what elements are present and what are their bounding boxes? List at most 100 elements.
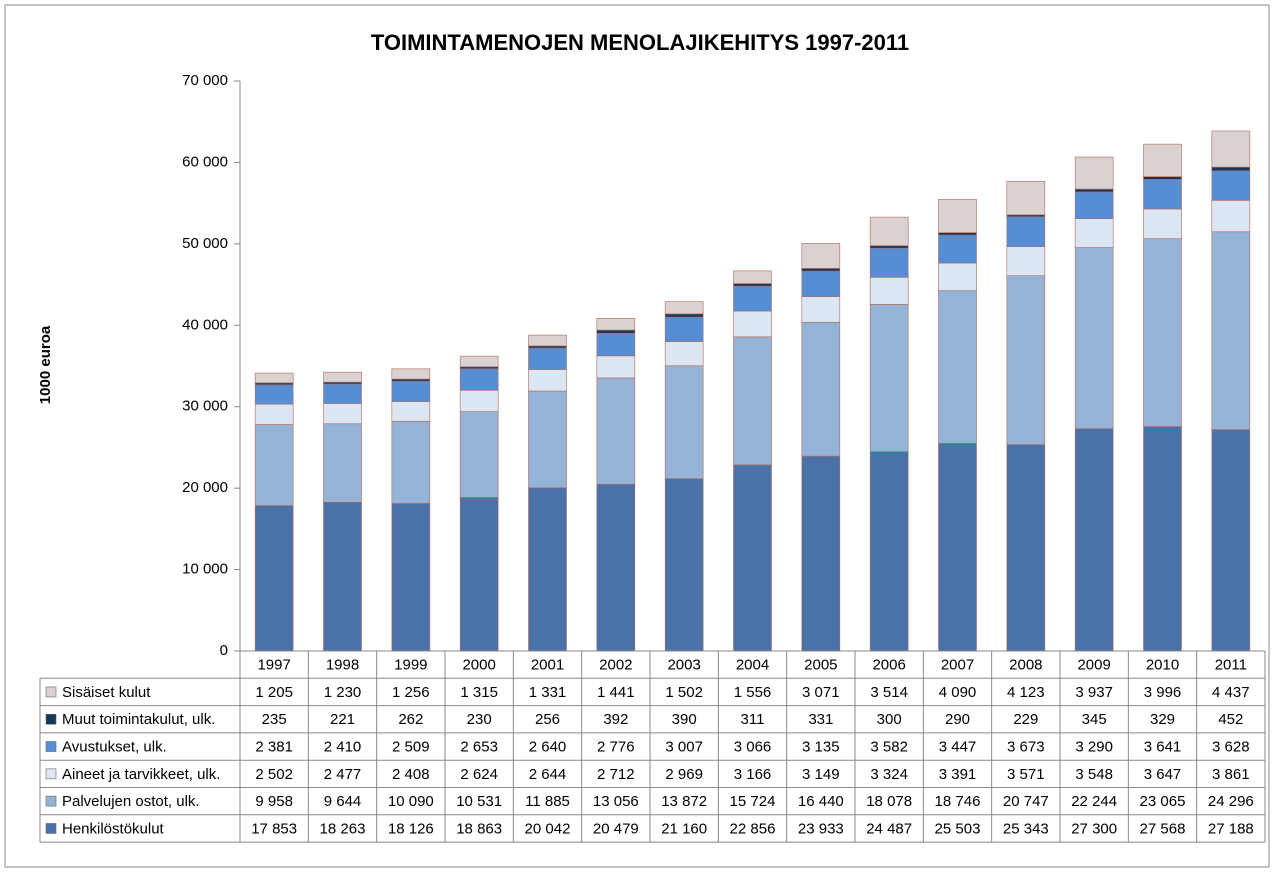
- table-value: 390: [672, 711, 697, 728]
- bar-segment: [733, 283, 772, 287]
- bar-segment: [528, 369, 567, 392]
- bar-segment: [869, 216, 909, 247]
- bar-segment: [1211, 429, 1251, 652]
- table-value: 9 958: [255, 793, 293, 810]
- table-value: 2 640: [529, 739, 567, 756]
- bar-segment: [664, 478, 704, 652]
- table-value: 3 571: [1007, 766, 1045, 783]
- table-value: 18 263: [320, 820, 366, 837]
- x-tick-label: 2001: [531, 657, 564, 674]
- bar-segment: [528, 347, 567, 370]
- legend-label: Muut toimintakulut, ulk.: [62, 711, 215, 728]
- table-value: 4 437: [1212, 684, 1250, 701]
- bar-segment: [1006, 246, 1046, 276]
- bar-segment: [869, 247, 909, 278]
- x-tick-label: 2000: [462, 657, 495, 674]
- x-tick-label: 2011: [1215, 657, 1247, 674]
- table-value: 3 007: [665, 739, 703, 756]
- bar-segment: [1006, 180, 1046, 216]
- table-value: 1 556: [734, 684, 772, 701]
- bar-segment: [528, 334, 567, 347]
- bar-segment: [1006, 275, 1046, 445]
- bar-segment: [459, 355, 499, 368]
- bar-segment: [459, 389, 499, 412]
- table-value: 18 746: [935, 793, 981, 810]
- legend-label: Avustukset, ulk.: [62, 739, 167, 756]
- x-tick-label: 2006: [872, 657, 905, 674]
- table-value: 262: [398, 711, 423, 728]
- table-value: 3 548: [1075, 766, 1113, 783]
- bar-segment: [1006, 444, 1046, 652]
- table-value: 2 969: [665, 766, 703, 783]
- table-value: 2 653: [460, 739, 498, 756]
- bar-segment: [733, 336, 772, 466]
- table-value: 1 230: [324, 684, 362, 701]
- table-value: 235: [262, 711, 287, 728]
- bar-segment: [459, 411, 499, 498]
- bar-segment: [869, 277, 909, 305]
- table-value: 2 502: [255, 766, 293, 783]
- bar-segment: [323, 371, 362, 383]
- table-value: 1 256: [392, 684, 430, 701]
- table-value: 18 078: [866, 793, 912, 810]
- table-value: 3 628: [1212, 739, 1250, 756]
- bar-segment: [733, 310, 772, 338]
- legend-label: Palvelujen ostot, ulk.: [62, 793, 200, 810]
- table-value: 290: [945, 711, 970, 728]
- table-value: 20 042: [525, 820, 571, 837]
- bar-segment: [254, 505, 294, 652]
- table-value: 10 531: [456, 793, 502, 810]
- bar-segment: [664, 365, 704, 479]
- x-tick-label: 1998: [326, 657, 359, 674]
- bar-segment: [1074, 247, 1114, 429]
- x-tick-label: 1999: [394, 657, 427, 674]
- table-value: 3 391: [939, 766, 977, 783]
- table-value: 2 776: [597, 739, 635, 756]
- bar-segment: [938, 234, 977, 264]
- bar-segment: [254, 403, 294, 425]
- table-value: 20 479: [593, 820, 639, 837]
- bar-segment: [254, 424, 294, 506]
- table-value: 329: [1150, 711, 1175, 728]
- table-value: 2 712: [597, 766, 635, 783]
- bar-segment: [664, 341, 704, 367]
- legend-label: Henkilöstökulut: [62, 820, 165, 837]
- x-tick-label: 2005: [804, 657, 837, 674]
- chart-frame: [4, 4, 1270, 868]
- y-axis-label: 1000 euroa: [37, 325, 54, 404]
- table-value: 3 149: [802, 766, 840, 783]
- table-value: 13 056: [593, 793, 639, 810]
- bar-segment: [391, 368, 431, 380]
- bar-segment: [1074, 191, 1114, 219]
- table-value: 311: [741, 711, 765, 728]
- table-value: 3 514: [870, 684, 908, 701]
- table-value: 3 447: [939, 739, 977, 756]
- table-value: 331: [808, 711, 833, 728]
- bar-segment: [733, 285, 772, 312]
- bar-segment: [391, 380, 431, 402]
- bar-segment: [801, 455, 841, 652]
- bar-segment: [664, 316, 704, 342]
- bar-segment: [254, 384, 294, 405]
- table-value: 1 441: [597, 684, 635, 701]
- bar-segment: [459, 497, 499, 652]
- bar-segment: [664, 313, 704, 318]
- table-value: 23 933: [798, 820, 844, 837]
- table-value: 3 937: [1075, 684, 1113, 701]
- bar-segment: [1006, 216, 1046, 247]
- y-tick-label: 10 000: [182, 561, 228, 578]
- table-value: 2 644: [529, 766, 567, 783]
- bar-segment: [596, 318, 636, 331]
- table-value: 1 331: [529, 684, 567, 701]
- bar-segment: [869, 304, 909, 452]
- table-value: 23 065: [1140, 793, 1186, 810]
- y-tick-label: 50 000: [182, 235, 228, 252]
- table-value: 25 343: [1003, 820, 1049, 837]
- bar-segment: [391, 420, 431, 504]
- table-value: 18 126: [388, 820, 434, 837]
- table-value: 25 503: [935, 820, 981, 837]
- table-value: 2 410: [324, 739, 362, 756]
- bar-segment: [1211, 231, 1251, 430]
- bar-segment: [1074, 156, 1114, 190]
